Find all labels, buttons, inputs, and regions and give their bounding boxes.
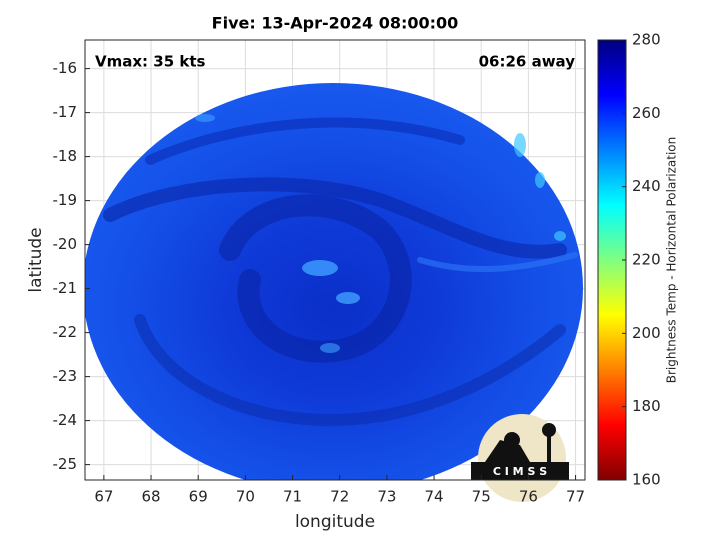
- y-tick-label: -17: [53, 103, 78, 121]
- chart-title: Five: 13-Apr-2024 08:00:00: [212, 14, 459, 33]
- y-tick-label: -18: [53, 147, 78, 165]
- colorbar-tick-label: 240: [632, 177, 661, 195]
- x-tick-label: 75: [472, 488, 491, 506]
- x-tick-label: 73: [377, 488, 396, 506]
- annotation: 06:26 away: [479, 53, 576, 71]
- swirl-bands: [103, 117, 578, 427]
- colorbar-tick-label: 180: [632, 397, 661, 415]
- x-axis-label: longitude: [295, 512, 375, 532]
- y-tick-label: -16: [53, 59, 78, 77]
- x-tick-label: 70: [236, 488, 255, 506]
- brightness-image: [85, 83, 583, 480]
- y-tick-label: -21: [53, 279, 78, 297]
- x-tick-label: 67: [94, 488, 113, 506]
- colorbar-tick-label: 260: [632, 104, 661, 122]
- x-tick-label: 68: [141, 488, 160, 506]
- annotation: Vmax: 35 kts: [95, 53, 205, 71]
- colorbar-tick-label: 200: [632, 324, 661, 342]
- x-tick-label: 74: [425, 488, 444, 506]
- warm-spots: [195, 114, 566, 353]
- x-tick-label: 71: [283, 488, 302, 506]
- colorbar-tick-label: 160: [632, 471, 661, 489]
- x-tick-label: 72: [330, 488, 349, 506]
- logo-text: C I M S S: [493, 465, 547, 478]
- y-axis-label: latitude: [26, 227, 46, 292]
- y-tick-label: -24: [53, 411, 78, 429]
- x-tick-label: 76: [519, 488, 538, 506]
- x-tick-label: 69: [189, 488, 208, 506]
- colorbar-label: Brightness Temp - Horizontal Polarizatio…: [665, 137, 679, 384]
- plot-frame: [84, 39, 586, 481]
- colorbar: [597, 39, 627, 481]
- colorbar-tick-label: 280: [632, 31, 661, 49]
- y-tick-label: -25: [53, 455, 78, 473]
- y-tick-label: -23: [53, 367, 78, 385]
- y-tick-label: -20: [53, 235, 78, 253]
- x-tick-label: 77: [566, 488, 585, 506]
- y-tick-label: -19: [53, 191, 78, 209]
- colorbar-tick-label: 220: [632, 251, 661, 269]
- y-tick-label: -22: [53, 323, 78, 341]
